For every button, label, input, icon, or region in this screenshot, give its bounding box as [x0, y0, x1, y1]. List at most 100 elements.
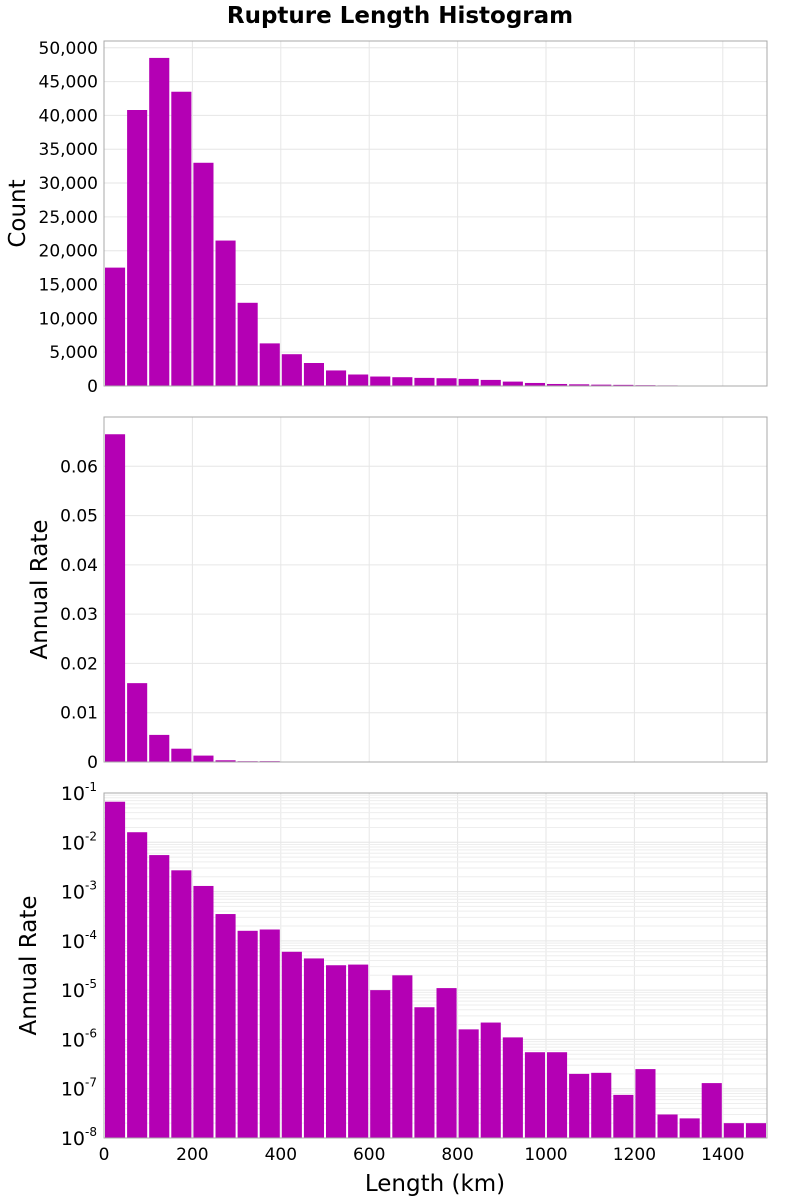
bar [105, 267, 126, 386]
bar [259, 343, 280, 386]
bar [569, 384, 590, 386]
bar [547, 383, 568, 386]
y-axis-label: Annual Rate [16, 896, 42, 1036]
bar [171, 91, 192, 386]
bar [657, 1114, 678, 1138]
plot-area [104, 417, 767, 762]
bar [414, 1007, 435, 1138]
y-tick-label: 20,000 [39, 242, 98, 262]
x-tick-label: 400 [265, 1145, 297, 1165]
panel-3: 10-8 10-7 10-6 10-5 10-4 10-3 10-2 10-1 Annual R… [16, 780, 768, 1165]
bar [591, 1072, 612, 1138]
y-axis-label: Annual Rate [27, 520, 53, 660]
bar [502, 381, 523, 386]
bar [326, 965, 347, 1138]
panel-2: 0 0.01 0.02 0.03 0.04 0.05 0.06 Annual Rate [27, 416, 768, 773]
y-tick-label: 45,000 [39, 73, 98, 93]
y-tick-label: 0.02 [60, 654, 98, 674]
y-tick-label: 50,000 [39, 39, 98, 59]
plot-area [104, 41, 767, 386]
bar [591, 384, 612, 386]
bar [392, 975, 413, 1138]
y-tick-labels: 10-8 10-7 10-6 10-5 10-4 10-3 10-2 10-1 [61, 780, 97, 1150]
bar [613, 1094, 634, 1138]
bar [348, 374, 369, 386]
bar [326, 370, 347, 386]
bar [259, 929, 280, 1138]
y-tick-label: 0 [87, 377, 98, 397]
bar [193, 162, 214, 386]
bar [215, 240, 236, 386]
bar [436, 988, 457, 1138]
y-tick-label: 10-7 [61, 1076, 97, 1101]
bar [436, 378, 457, 386]
x-tick-label: 1000 [524, 1145, 567, 1165]
x-tick-label: 800 [441, 1145, 473, 1165]
x-tick-label: 0 [99, 1145, 110, 1165]
bar [171, 748, 192, 762]
y-tick-label: 0.05 [60, 507, 98, 527]
grid [103, 792, 767, 1139]
bar [281, 951, 302, 1138]
y-tick-label: 0.04 [60, 556, 98, 576]
bar [745, 1123, 766, 1138]
bar [149, 855, 170, 1138]
plot-frame [103, 416, 768, 763]
bar [193, 885, 214, 1138]
y-tick-label: 10-4 [61, 928, 97, 953]
y-tick-label: 0.06 [60, 457, 98, 477]
x-axis-label: Length (km) [365, 1171, 505, 1197]
y-tick-label: 30,000 [39, 174, 98, 194]
bar [458, 1029, 479, 1138]
x-tick-label: 1200 [613, 1145, 656, 1165]
plot-frame [103, 792, 768, 1139]
y-tick-label: 0.01 [60, 704, 98, 724]
bar [215, 760, 236, 762]
y-tick-label: 10,000 [39, 309, 98, 329]
bar [569, 1073, 590, 1138]
bar [127, 683, 148, 762]
bar [370, 990, 391, 1138]
y-axis-label: Count [5, 179, 31, 247]
bar [547, 1052, 568, 1138]
bar [281, 354, 302, 386]
y-tick-label: 0 [87, 753, 98, 773]
bar [701, 1083, 722, 1138]
bar [458, 378, 479, 386]
bar [348, 964, 369, 1138]
bar [149, 734, 170, 762]
y-tick-labels: 0 5,000 10,000 15,000 20,000 25,000 30,000 35,0… [39, 39, 98, 397]
bar [237, 930, 258, 1138]
panel-1: 0 5,000 10,000 15,000 20,000 25,000 30,000 35,0… [5, 39, 768, 397]
y-tick-label: 10-2 [61, 829, 97, 854]
bar [127, 832, 148, 1138]
bar [303, 363, 324, 386]
y-tick-label: 10-6 [61, 1026, 97, 1051]
bars [105, 57, 766, 386]
y-tick-label: 35,000 [39, 140, 98, 160]
bar [635, 1069, 656, 1138]
y-tick-label: 40,000 [39, 106, 98, 126]
bar [171, 870, 192, 1138]
bar [613, 384, 634, 386]
bar [723, 1123, 744, 1138]
bar [105, 801, 126, 1138]
y-tick-label: 10-3 [61, 879, 97, 904]
bar [127, 110, 148, 386]
chart-title: Rupture Length Histogram [227, 3, 573, 29]
bar [215, 914, 236, 1138]
bar [105, 434, 126, 762]
y-tick-label: 25,000 [39, 208, 98, 228]
y-tick-label: 5,000 [49, 343, 98, 363]
bar [193, 755, 214, 762]
y-tick-label: 10-5 [61, 977, 97, 1002]
y-tick-label: 15,000 [39, 276, 98, 296]
x-tick-label: 1400 [701, 1145, 744, 1165]
bars [105, 801, 766, 1138]
x-tick-label: 200 [176, 1145, 208, 1165]
y-tick-labels: 0 0.01 0.02 0.03 0.04 0.05 0.06 [60, 457, 98, 773]
bar [237, 302, 258, 386]
bar [480, 1022, 501, 1138]
y-tick-label: 10-1 [61, 780, 97, 805]
